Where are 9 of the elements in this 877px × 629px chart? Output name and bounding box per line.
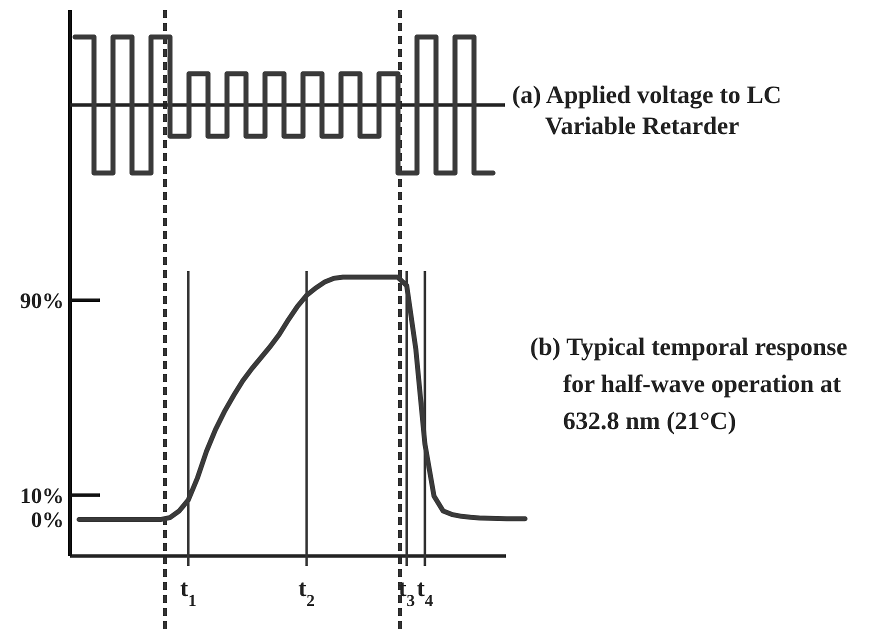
x-tick-label: t$_{3}$: [398, 576, 415, 610]
y-tick-label: 10%: [20, 482, 64, 508]
text: (b) Typical temporal response for half-wave operation at 632.8 nm (21°C): [530, 334, 848, 435]
y-tick-label: 0%: [31, 507, 64, 532]
x-tick-label: t$_{4}$: [416, 576, 434, 610]
text: (a) Applied voltage to LC Variable Retarder: [512, 82, 782, 140]
x-tick-label: t$_{2}$: [298, 576, 315, 610]
y-tick-label: 90%: [20, 288, 64, 313]
x-tick-label: t$_{1}$: [180, 576, 196, 610]
